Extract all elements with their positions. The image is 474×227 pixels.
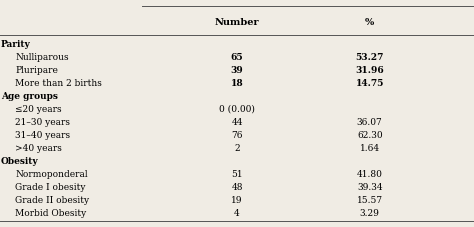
Text: Morbid Obesity: Morbid Obesity [15, 208, 86, 217]
Text: 21–30 years: 21–30 years [15, 117, 70, 126]
Text: 48: 48 [231, 182, 243, 191]
Text: 44: 44 [231, 117, 243, 126]
Text: Grade I obesity: Grade I obesity [15, 182, 86, 191]
Text: 76: 76 [231, 130, 243, 139]
Text: 19: 19 [231, 195, 243, 204]
Text: 31.96: 31.96 [356, 66, 384, 75]
Text: 15.57: 15.57 [356, 195, 383, 204]
Text: 31–40 years: 31–40 years [15, 130, 70, 139]
Text: Pluripare: Pluripare [15, 66, 58, 75]
Text: Number: Number [215, 18, 259, 27]
Text: 39: 39 [231, 66, 243, 75]
Text: 2: 2 [234, 143, 240, 152]
Text: 65: 65 [231, 53, 243, 62]
Text: Obesity: Obesity [1, 156, 38, 165]
Text: >40 years: >40 years [15, 143, 62, 152]
Text: 1.64: 1.64 [360, 143, 380, 152]
Text: 36.07: 36.07 [357, 117, 383, 126]
Text: 0 (0.00): 0 (0.00) [219, 104, 255, 114]
Text: Normoponderal: Normoponderal [15, 169, 88, 178]
Text: 4: 4 [234, 208, 240, 217]
Text: 62.30: 62.30 [357, 130, 383, 139]
Text: 18: 18 [231, 79, 243, 88]
Text: 53.27: 53.27 [356, 53, 384, 62]
Text: Parity: Parity [1, 40, 31, 49]
Text: More than 2 births: More than 2 births [15, 79, 102, 88]
Text: Nulliparous: Nulliparous [15, 53, 69, 62]
Text: 3.29: 3.29 [360, 208, 380, 217]
Text: 39.34: 39.34 [357, 182, 383, 191]
Text: ≤20 years: ≤20 years [15, 104, 62, 114]
Text: 41.80: 41.80 [357, 169, 383, 178]
Text: 14.75: 14.75 [356, 79, 384, 88]
Text: Age groups: Age groups [1, 91, 58, 101]
Text: %: % [365, 18, 374, 27]
Text: 51: 51 [231, 169, 243, 178]
Text: Grade II obesity: Grade II obesity [15, 195, 89, 204]
